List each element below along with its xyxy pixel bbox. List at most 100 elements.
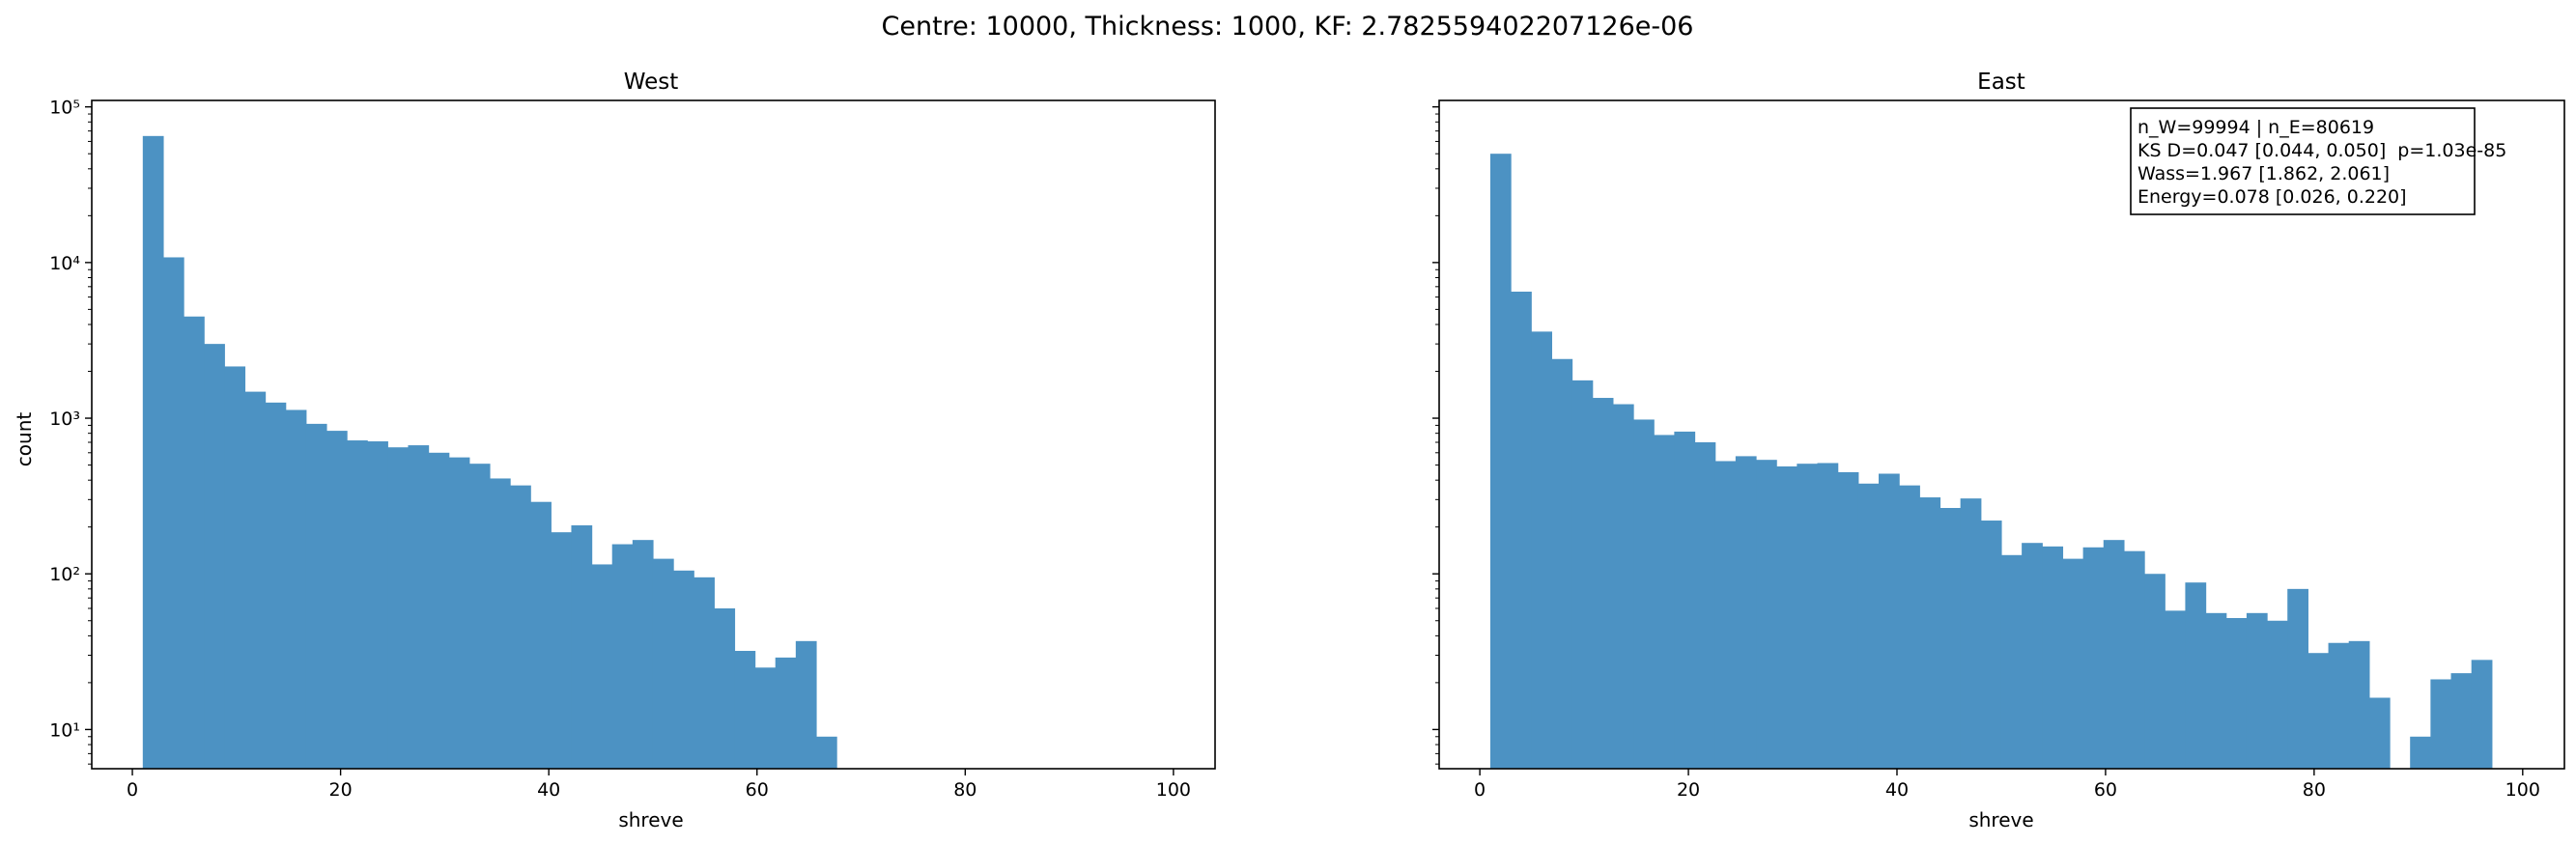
west-histogram-bar: [244, 391, 267, 769]
east-histogram-bar: [1776, 465, 1798, 769]
east-bars: [1489, 154, 2493, 769]
west-histogram-bar: [224, 366, 246, 769]
east-panel: East shreve 0 20 40 60 80 100 n_W=99994 | n_E…: [1432, 70, 2565, 831]
west-x-tick-label: 100: [1156, 779, 1191, 801]
east-histogram-bar: [1837, 471, 1859, 769]
west-bars: [142, 135, 837, 770]
west-histogram-bar: [632, 540, 654, 769]
west-x-tick-label: 40: [537, 779, 560, 801]
west-histogram-bar: [571, 524, 593, 769]
west-histogram-bar: [204, 344, 225, 769]
west-histogram-bar: [285, 409, 307, 769]
stats-line-ks: KS D=0.047 [0.044, 0.050] p=1.03e-85: [2137, 140, 2506, 161]
west-x-tick-label: 20: [329, 779, 353, 801]
east-x-tick-label: 0: [1474, 779, 1486, 801]
west-x-axis-label: shreve: [618, 808, 683, 831]
east-histogram-bar: [2307, 653, 2330, 769]
east-histogram-bar: [1735, 456, 1757, 769]
east-histogram-bar: [1939, 508, 1962, 769]
stats-line-energy: Energy=0.078 [0.026, 0.220]: [2137, 186, 2407, 208]
east-histogram-bar: [1714, 461, 1737, 769]
east-histogram-bar: [2368, 697, 2391, 769]
west-histogram-bar: [468, 464, 491, 769]
stats-box-frame: [2130, 107, 2476, 215]
east-histogram-bar: [1980, 521, 2002, 769]
west-y-tick-label: 10³: [49, 408, 80, 430]
west-histogram-bar: [448, 457, 470, 769]
east-histogram-bar: [2042, 546, 2064, 769]
west-histogram-bar: [408, 445, 430, 769]
east-histogram-bar: [2165, 610, 2187, 769]
east-histogram-bar: [1674, 431, 1696, 769]
east-histogram-bar: [1592, 398, 1614, 769]
east-histogram-bar: [1817, 463, 1839, 769]
west-histogram-bar: [530, 501, 552, 769]
east-histogram-bar: [2082, 547, 2105, 769]
east-histogram-bar: [2246, 612, 2268, 769]
east-histogram-bar: [2471, 660, 2493, 769]
east-x-tick-label: 100: [2505, 779, 2540, 801]
east-histogram-bar: [1857, 483, 1880, 769]
west-panel-title: West: [624, 70, 679, 95]
west-histogram-bar: [734, 650, 756, 769]
west-histogram-bar: [714, 607, 736, 769]
west-x-tick-label: 80: [953, 779, 977, 801]
east-histogram-bar: [2000, 554, 2023, 769]
west-histogram-bar: [551, 532, 573, 769]
west-histogram-bar: [347, 440, 368, 769]
east-histogram-bar: [2348, 640, 2370, 769]
east-histogram-bar: [1960, 498, 1982, 769]
east-panel-title: East: [1977, 70, 2025, 95]
west-histogram-bar: [815, 736, 837, 769]
east-histogram-bar: [1531, 331, 1552, 769]
west-histogram-bar: [184, 316, 205, 769]
east-histogram-bar: [2022, 543, 2043, 769]
west-histogram-bar: [162, 257, 184, 770]
east-histogram-bar: [1633, 419, 1655, 769]
east-x-tick-label: 60: [2094, 779, 2117, 801]
west-histogram-bar: [142, 135, 164, 769]
east-histogram-bar: [2450, 673, 2473, 769]
east-histogram-bar: [2103, 540, 2125, 769]
east-histogram-bar: [2328, 642, 2350, 769]
east-histogram-bar: [1694, 442, 1716, 769]
west-histogram-bar: [775, 657, 797, 769]
west-histogram-bar: [367, 441, 388, 769]
east-histogram-bar: [2225, 618, 2248, 769]
east-histogram-bar: [1899, 485, 1920, 769]
west-histogram-bar: [591, 564, 613, 769]
stats-line-counts: n_W=99994 | n_E=80619: [2137, 117, 2374, 138]
west-y-axis-label: count: [13, 412, 36, 467]
west-y-tick-label: 10¹: [49, 719, 80, 741]
east-histogram-bar: [2430, 679, 2452, 769]
west-histogram-bar: [428, 452, 450, 769]
east-histogram-bar: [1489, 154, 1512, 769]
east-histogram-bar: [2185, 582, 2207, 769]
east-histogram-bar: [2144, 574, 2166, 769]
west-histogram-bar: [754, 667, 777, 769]
west-histogram-bar: [694, 577, 715, 769]
east-histogram-bar: [1878, 473, 1900, 769]
east-histogram-bar: [1919, 497, 1941, 769]
west-x-tick-label: 0: [127, 779, 138, 801]
east-histogram-bar: [1571, 380, 1594, 769]
west-histogram-bar: [611, 544, 634, 769]
west-x-tick-label: 60: [746, 779, 769, 801]
west-histogram-bar: [652, 558, 674, 769]
east-histogram-bar: [1756, 460, 1777, 769]
west-histogram-bar: [510, 485, 531, 769]
west-histogram-bar: [795, 640, 817, 769]
west-y-tick-label: 10²: [49, 564, 80, 585]
west-histogram-bar: [673, 570, 694, 769]
east-histogram-bar: [2205, 612, 2227, 769]
west-histogram-bar: [489, 478, 511, 769]
east-stats-box: n_W=99994 | n_E=80619 KS D=0.047 [0.044,…: [2130, 107, 2506, 215]
east-axes-frame: [1438, 99, 2565, 770]
east-histogram-bar: [2287, 588, 2308, 769]
stats-line-wass: Wass=1.967 [1.862, 2.061]: [2137, 163, 2390, 184]
west-y-tick-label: 10⁵: [49, 98, 80, 119]
east-histogram-bar: [1797, 464, 1819, 769]
east-x-axis-label: shreve: [1968, 808, 2033, 831]
east-histogram-bar: [2123, 550, 2145, 769]
east-x-tick-label: 40: [1885, 779, 1909, 801]
